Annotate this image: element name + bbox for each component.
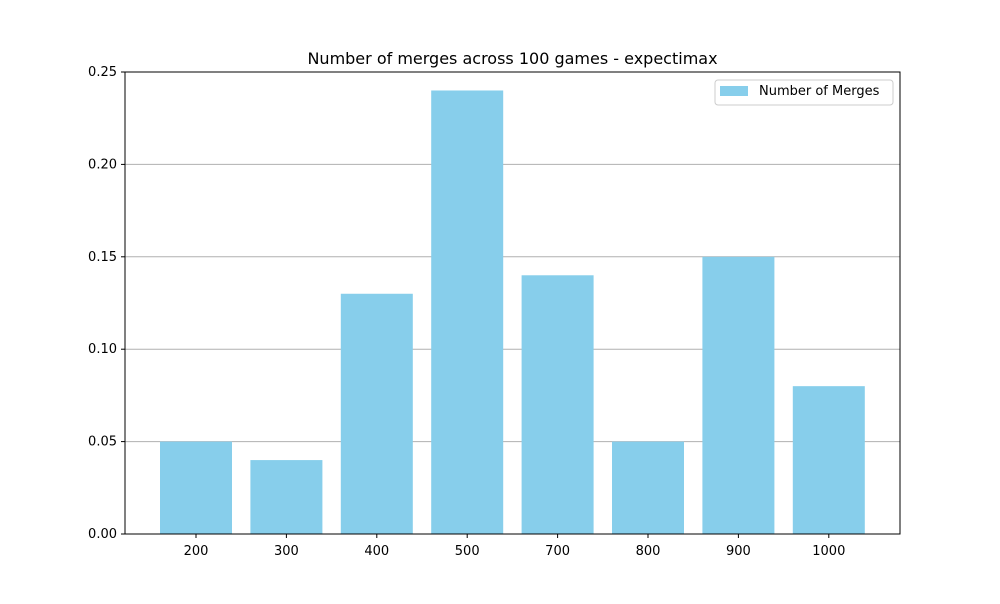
y-tick-label: 0.05 xyxy=(88,435,117,450)
x-tick-label: 200 xyxy=(184,544,209,559)
x-tick-label: 700 xyxy=(545,544,570,559)
grid-lines xyxy=(125,163,900,443)
plot-frame xyxy=(124,71,901,535)
y-tick-label: 0.25 xyxy=(88,65,117,80)
x-tick-label: 1000 xyxy=(812,544,845,559)
x-tick-label: 400 xyxy=(364,544,389,559)
y-tick-label: 0.15 xyxy=(88,250,117,265)
x-tick-label: 900 xyxy=(726,544,751,559)
y-axis-ticks: 0.00 0.05 0.10 0.15 0.20 0.25 xyxy=(88,65,125,542)
bar-300 xyxy=(250,460,323,534)
bar-700 xyxy=(521,275,594,534)
legend: Number of Merges xyxy=(714,79,894,106)
bar-200 xyxy=(160,441,232,534)
bar-900 xyxy=(702,256,775,534)
legend-label: Number of Merges xyxy=(759,84,880,99)
bar-500 xyxy=(431,90,504,534)
bar-800 xyxy=(612,441,684,534)
y-tick-label: 0.10 xyxy=(88,342,117,357)
chart-title: Number of merges across 100 games - expe… xyxy=(307,49,717,68)
legend-box xyxy=(714,79,894,106)
x-tick-label: 300 xyxy=(274,544,299,559)
x-tick-label: 500 xyxy=(455,544,480,559)
y-tick-label: 0.00 xyxy=(88,527,117,542)
y-tick-label: 0.20 xyxy=(88,157,117,172)
legend-swatch xyxy=(720,86,748,96)
bars xyxy=(160,90,865,534)
x-axis-ticks: 200 300 400 500 700 800 900 1000 xyxy=(184,534,845,559)
bar-400 xyxy=(340,293,413,534)
x-tick-label: 800 xyxy=(636,544,661,559)
bar-1000 xyxy=(792,386,865,534)
